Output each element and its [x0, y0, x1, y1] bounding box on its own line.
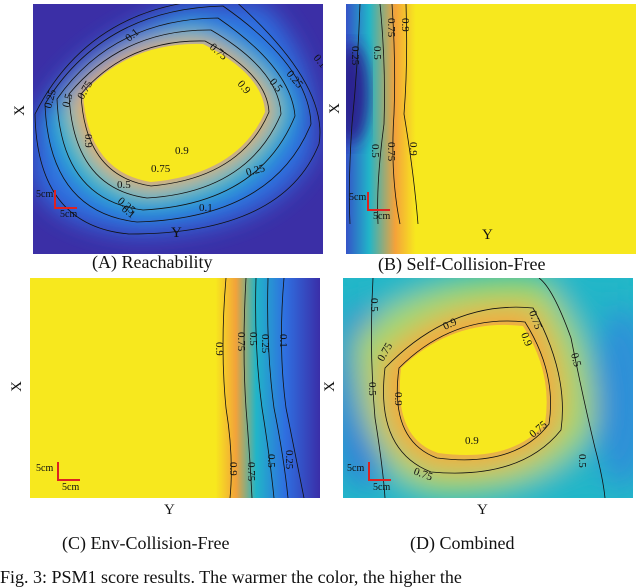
- panel-d: 0.5 0.5 0.75 0.9 0.9 0.75 0.9 0.9 0.75 0…: [322, 278, 633, 528]
- contour-label: 0.5: [117, 179, 131, 191]
- contour-a-075: [68, 29, 282, 199]
- contour-c-09: [222, 278, 232, 498]
- x-axis-label: Y: [477, 502, 488, 518]
- contour-label: 0.9: [175, 145, 189, 157]
- svg-text:5cm: 5cm: [349, 192, 366, 203]
- heatmap-a-svg: 0.1 0.75 0.9 0.5 0.25 0.1 0.25 0.5 0.75 …: [33, 4, 323, 254]
- contour-label: 0.25: [349, 46, 361, 66]
- contour-label: 0.9: [518, 331, 534, 348]
- contour-label: 0.25: [245, 162, 267, 179]
- heatmap-d-svg: 0.5 0.5 0.75 0.9 0.9 0.75 0.9 0.9 0.75 0…: [343, 278, 633, 498]
- contour-label: 0.1: [277, 334, 289, 348]
- contour-label: 0.75: [235, 332, 247, 352]
- contour-label: 0.5: [371, 46, 383, 60]
- contour-b-09: [403, 4, 419, 225]
- heatmap-d: 0.5 0.5 0.75 0.9 0.9 0.75 0.9 0.9 0.75 0…: [343, 278, 633, 498]
- contour-label: 0.5: [568, 352, 583, 369]
- contour-label: 0.75: [151, 163, 171, 175]
- panel-b: 0.25 0.5 0.75 0.9 0.5 0.75 0.9 5cm 5cm Y: [346, 4, 636, 254]
- figure-caption: Fig. 3: PSM1 score results. The warmer t…: [0, 567, 462, 587]
- contour-c-075: [243, 278, 253, 498]
- caption-a: (A) Reachability: [92, 252, 213, 272]
- y-axis-label: X: [8, 381, 25, 392]
- contour-label: 0.75: [385, 18, 397, 38]
- svg-text:5cm: 5cm: [347, 463, 364, 474]
- heatmap-b: 0.25 0.5 0.75 0.9 0.5 0.75 0.9 5cm 5cm: [346, 4, 636, 254]
- contour-c-025: [267, 278, 289, 498]
- svg-text:5cm: 5cm: [36, 189, 53, 200]
- caption-d: (D) Combined: [410, 533, 515, 553]
- contour-a-01: [34, 4, 321, 235]
- x-axis-label: Y: [164, 502, 175, 518]
- contour-label: 0.25: [42, 88, 59, 110]
- contour-label: 0.9: [465, 435, 479, 447]
- contour-label: 0.9: [213, 342, 225, 356]
- contour-label: 0.5: [368, 298, 380, 312]
- caption-c: (C) Env-Collision-Free: [62, 533, 230, 553]
- contour-label: 0.9: [227, 462, 239, 476]
- svg-text:5cm: 5cm: [373, 211, 390, 222]
- contour-label: 0.75: [245, 462, 257, 482]
- contour-label: 0.5: [247, 332, 259, 346]
- contour-d-05b: [538, 278, 606, 498]
- svg-text:5cm: 5cm: [373, 482, 390, 493]
- contour-label: 0.5: [265, 454, 277, 468]
- contour-label: 0.5: [576, 454, 588, 468]
- caption-b: (B) Self-Collision-Free: [378, 254, 546, 274]
- contour-label: 0.5: [369, 144, 381, 158]
- contour-a-05: [56, 17, 296, 211]
- panel-a: 0.1 0.75 0.9 0.5 0.25 0.1 0.25 0.5 0.75 …: [12, 4, 323, 254]
- contour-d-09: [396, 320, 551, 461]
- contour-label: 0.9: [407, 142, 419, 156]
- x-axis-label: Y: [482, 227, 493, 243]
- contour-label: 0.9: [82, 134, 94, 148]
- contour-c-01: [281, 278, 305, 498]
- y-axis-label: X: [326, 103, 343, 114]
- y-axis-label: X: [11, 105, 28, 116]
- contour-d-05a: [371, 278, 386, 498]
- contour-c-05: [255, 278, 275, 498]
- contour-label: 0.9: [399, 18, 411, 32]
- scale-bar: 5cm 5cm: [36, 462, 80, 493]
- heatmap-a: 0.1 0.75 0.9 0.5 0.25 0.1 0.25 0.5 0.75 …: [33, 4, 323, 254]
- svg-text:5cm: 5cm: [62, 482, 79, 493]
- contour-label: 0.5: [366, 382, 378, 396]
- heatmap-c-svg: 0.9 0.75 0.5 0.25 0.1 0.9 0.75 0.5 0.25 …: [30, 278, 320, 498]
- scale-bar: 5cm 5cm: [349, 192, 390, 222]
- contour-b-075: [391, 4, 401, 225]
- contour-b-025: [348, 4, 361, 225]
- contour-label: 0.9: [392, 392, 404, 406]
- svg-text:5cm: 5cm: [60, 209, 77, 220]
- contour-label: 0.25: [283, 450, 295, 470]
- contour-a-025: [44, 5, 312, 223]
- contour-label: 0.9: [441, 316, 459, 333]
- heatmap-b-svg: 0.25 0.5 0.75 0.9 0.5 0.75 0.9 5cm 5cm: [346, 4, 636, 254]
- contour-label: 0.25: [259, 334, 271, 354]
- heatmap-c: 0.9 0.75 0.5 0.25 0.1 0.9 0.75 0.5 0.25 …: [30, 278, 320, 498]
- contour-label: 0.5: [60, 92, 75, 109]
- scale-bar: 5cm 5cm: [347, 462, 391, 493]
- svg-text:5cm: 5cm: [36, 463, 53, 474]
- contour-label: 0.75: [385, 142, 397, 162]
- contour-label: 0.1: [199, 202, 213, 214]
- contour-b-05: [377, 4, 385, 225]
- contour-d-075: [383, 306, 563, 474]
- y-axis-label: X: [321, 381, 338, 392]
- contour-a-09: [80, 40, 270, 187]
- scale-bar: 5cm 5cm: [36, 189, 77, 220]
- x-axis-label: Y: [171, 225, 182, 241]
- panel-c: 0.9 0.75 0.5 0.25 0.1 0.9 0.75 0.5 0.25 …: [9, 278, 320, 528]
